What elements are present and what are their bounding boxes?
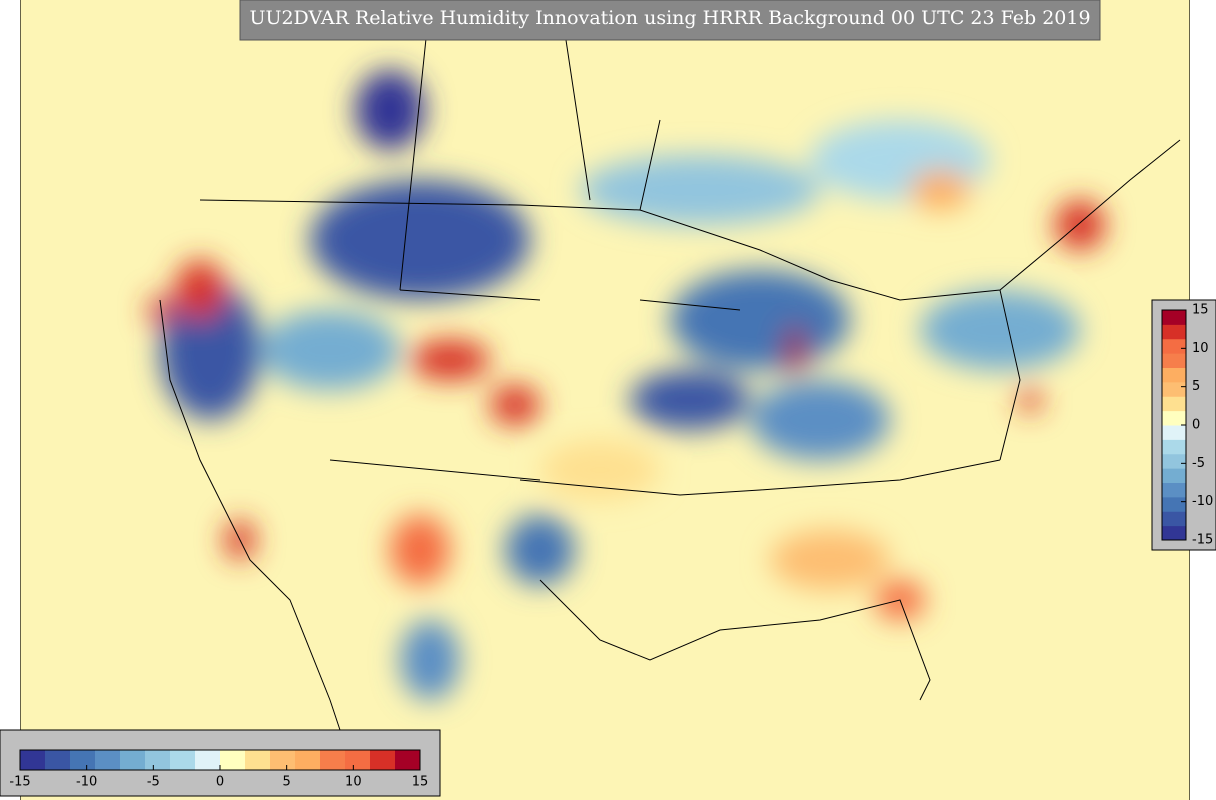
colorbar-swatch [1162,496,1186,512]
colorbar-swatch [1162,381,1186,397]
colorbar-tick-label: 10 [1192,341,1209,356]
colorbar-horizontal: -15 -10 -5 0 5 10 15 [9,749,429,790]
colorbar-swatch [95,750,121,770]
colorbar-swatch [1162,482,1186,498]
colorbar-swatch [1162,453,1186,469]
colorbar-swatch [1162,511,1186,527]
colorbar-swatch [220,750,246,770]
colorbar-swatch [1162,324,1186,340]
colorbar-swatch [320,750,346,770]
title-box [239,0,1101,41]
colorbar-swatch [1162,425,1186,440]
colorbar-swatch [45,750,71,770]
colorbar-swatch [395,750,421,770]
colorbar-tick-label: -10 [76,775,97,790]
colorbar-swatch [345,750,371,770]
colorbar-swatch [1162,396,1186,412]
colorbar-swatch [120,750,146,770]
colorbar-swatch [20,750,46,770]
colorbar-tick-label: -15 [9,775,30,790]
colorbar-tick-label: 5 [1192,379,1200,394]
humidity-field [148,70,1105,700]
colorbar-tick-label: 15 [1192,303,1209,318]
map [20,0,1190,800]
colorbar-swatch [1162,338,1186,354]
colorbar-tick-label: 10 [345,775,362,790]
colorbar-swatch [245,750,271,770]
colorbar-vertical: -15 -10 -5 0 5 10 15 [1161,303,1213,548]
colorbar-tick-label: 5 [283,775,291,790]
colorbar-swatch [1162,525,1186,541]
colorbar-swatch [270,750,296,770]
colorbar-swatch [1162,468,1186,483]
colorbar-swatch [145,750,171,770]
colorbar-tick-label: -10 [1192,494,1213,509]
colorbar-tick-label: 0 [1192,418,1200,433]
colorbar-tick-label: -15 [1192,533,1213,548]
colorbar-swatch [1162,439,1186,455]
colorbar-swatch [1162,367,1186,383]
colorbar-swatch [195,750,221,770]
map-title: UU2DVAR Relative Humidity Innovation usi… [249,7,1090,29]
colorbar-swatch [70,750,96,770]
colorbar-swatch [295,750,321,770]
colorbar-tick-label: 0 [216,775,224,790]
colorbar-tick-label: 15 [412,775,429,790]
colorbar-swatch [170,750,196,770]
colorbar-tick-label: -5 [1192,456,1205,471]
colorbar-swatch [370,750,396,770]
colorbar-tick-label: -5 [147,775,160,790]
colorbar-swatch [1162,310,1186,325]
colorbar-swatch [1162,410,1186,426]
boundaries [159,0,1181,761]
colorbar-swatch [1162,353,1186,368]
